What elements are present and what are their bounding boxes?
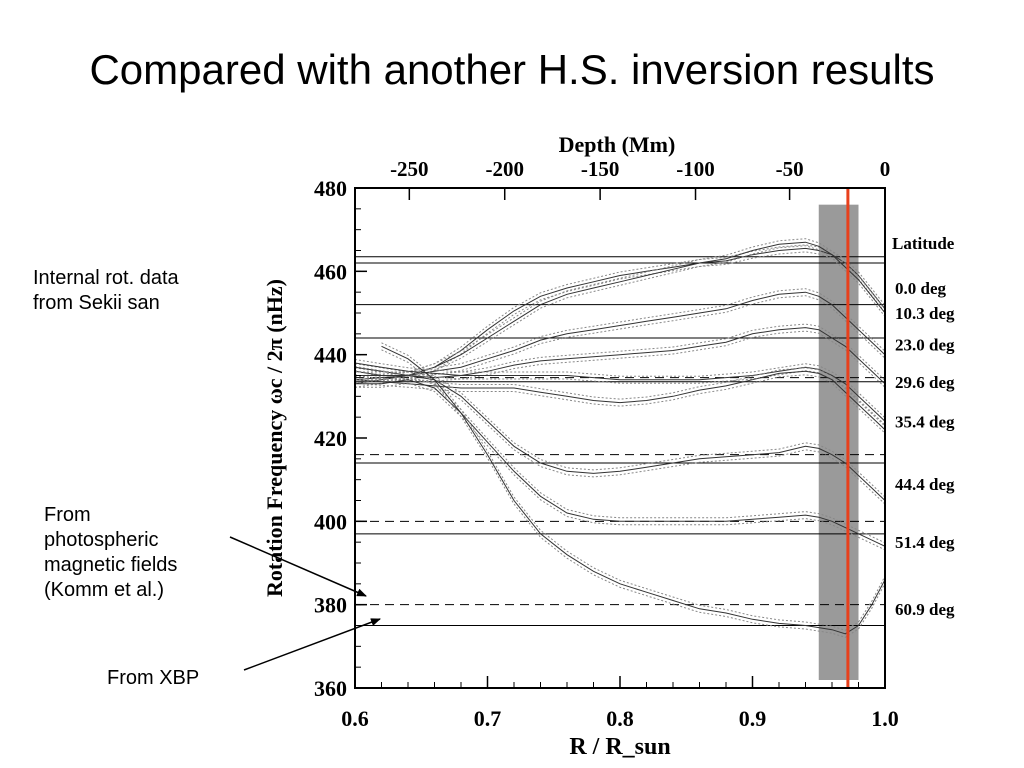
shaded-band [818,204,859,680]
series-error-lower [354,330,886,388]
y-tick-label: 440 [314,343,347,368]
x-tick-label: 0.9 [739,706,767,731]
y-axis-title: Rotation Frequency ωc / 2π (nHz) [262,279,287,597]
series-error-upper [354,288,886,373]
series-line [354,291,886,376]
series-error-lower [354,295,886,380]
series-line [355,379,886,547]
series-error-lower [355,382,886,551]
x-tick-label: 0.6 [341,706,369,731]
latitude-label: 35.4 deg [895,412,955,431]
series-line [354,327,886,385]
y-tick-label: 380 [314,593,347,618]
xbp-note: From XBP [107,666,199,691]
x2-tick-label: -150 [581,157,620,181]
series-error-lower [354,245,886,384]
x2-axis-title: Depth (Mm) [559,132,676,157]
x-tick-label: 0.8 [606,706,634,731]
series-line [354,370,886,431]
photospheric-note-line-4: (Komm et al.) [44,579,165,601]
series-error-upper [354,359,886,419]
y-tick-label: 460 [314,259,347,284]
series-error-upper [354,244,886,381]
photospheric-arrow [229,536,367,597]
internal-rot-note: Internal rot. data from Sekii san [33,266,179,316]
y-tick-label: 480 [314,176,347,201]
series-error-upper [354,238,886,377]
x2-tick-label: -200 [485,157,524,181]
series-error-lower [355,378,886,505]
x2-tick-label: -100 [676,157,715,181]
latitude-label: 0.0 deg [895,279,947,298]
slide-title: Compared with another H.S. inversion res… [89,46,935,93]
series-error-lower [381,349,886,638]
series-line [355,375,886,501]
latitude-legend-title: Latitude [892,234,955,253]
y-tick-label: 420 [314,426,347,451]
latitude-label: 51.4 deg [895,533,955,552]
series-error-lower [354,251,886,388]
y-tick-label: 360 [314,676,347,701]
photospheric-note: From photospheric magnetic fields (Komm … [44,503,177,603]
series-error-upper [355,371,886,498]
xbp-note-line-1: From XBP [107,667,200,689]
latitude-label: 29.6 deg [895,373,955,392]
series-error-upper [354,323,886,381]
series-error-lower [354,366,886,426]
photospheric-note-line-3: magnetic fields [44,554,178,576]
x2-tick-label: 0 [880,157,891,181]
x2-tick-label: -50 [776,157,804,181]
series-error-upper [354,367,886,427]
photospheric-note-line-2: photospheric [44,529,159,551]
series-error-lower [354,374,886,434]
latitude-label: 10.3 deg [895,304,955,323]
internal-rot-note-line-2: from Sekii san [33,292,160,314]
series-line [354,362,886,422]
latitude-label: 23.0 deg [895,335,955,354]
series-error-upper [355,375,886,544]
x-tick-label: 1.0 [871,706,899,731]
x2-tick-label: -250 [390,157,429,181]
series-error-upper [381,342,886,631]
photospheric-note-line-1: From [44,504,91,526]
latitude-label: 44.4 deg [895,475,955,494]
x-tick-label: 0.7 [474,706,502,731]
internal-rot-note-line-1: Internal rot. data [33,267,179,289]
series-line [381,345,886,635]
x-axis-title: R / R_sun [569,734,670,760]
xbp-arrow [243,618,381,671]
latitude-label: 60.9 deg [895,600,955,619]
y-tick-label: 400 [314,509,347,534]
series-line [354,241,886,381]
